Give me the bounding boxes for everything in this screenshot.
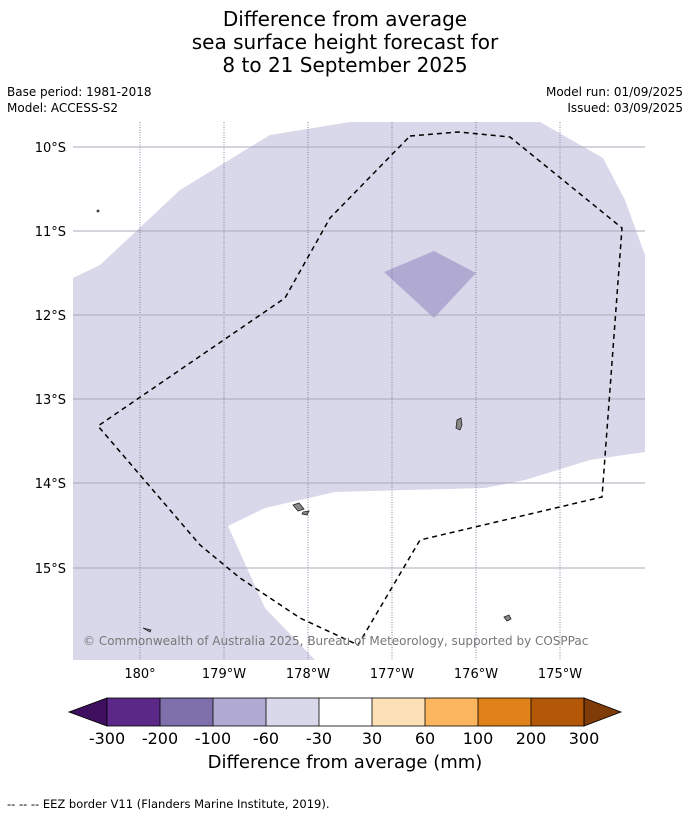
lon-label: 176°W xyxy=(454,667,498,682)
run-info: Model run: 01/09/2025 Issued: 03/09/2025 xyxy=(546,84,683,116)
lat-label: 14°S xyxy=(35,477,66,492)
colorbar-tick-label: -100 xyxy=(195,729,231,748)
issued-text: Issued: 03/09/2025 xyxy=(567,101,683,115)
lat-label: 15°S xyxy=(35,562,66,577)
land-islands xyxy=(96,209,512,633)
lat-label: 12°S xyxy=(35,309,66,324)
model-run-text: Model run: 01/09/2025 xyxy=(545,85,683,99)
anomaly-region-light xyxy=(73,122,645,660)
lat-label: 10°S xyxy=(35,141,66,156)
lon-label: 177°W xyxy=(370,667,414,682)
lat-label: 13°S xyxy=(35,393,66,408)
colorbar-ticks: -300 -200 -100 -60 -30 30 60 100 200 300 xyxy=(89,729,599,748)
colorbar-bin xyxy=(160,698,213,726)
latitude-labels: 10°S 11°S 12°S 13°S 14°S 15°S xyxy=(35,141,66,577)
colorbar-bin xyxy=(478,698,531,726)
colorbar-tick-label: -200 xyxy=(142,729,178,748)
colorbar: -300 -200 -100 -60 -30 30 60 100 200 300 xyxy=(67,697,623,748)
base-period-text: Base period: 1981-2018 xyxy=(7,85,152,99)
island-west-b xyxy=(96,209,100,213)
parallel-gridlines xyxy=(73,146,645,569)
map-panel: © Commonwealth of Australia 2025, Bureau… xyxy=(73,122,645,660)
colorbar-bin xyxy=(107,698,160,726)
anomaly-region-medium xyxy=(384,251,476,318)
eez-footnote: -- -- -- EEZ border V11 (Flanders Marine… xyxy=(7,797,330,811)
lon-label: 179°W xyxy=(202,667,246,682)
lon-label: 178°W xyxy=(286,667,330,682)
colorbar-max-extend xyxy=(583,697,623,727)
colorbar-bin xyxy=(213,698,266,726)
island-west-a xyxy=(142,627,152,633)
lon-label: 175°W xyxy=(538,667,582,682)
lon-label: 180° xyxy=(124,667,155,682)
colorbar-tick-label: 100 xyxy=(463,729,494,748)
eez-border xyxy=(96,131,623,646)
colorbar-title: Difference from average (mm) xyxy=(207,752,483,773)
island-tokelau-a xyxy=(292,502,305,512)
colorbar-bin xyxy=(319,698,372,726)
colorbar-tick-label: 300 xyxy=(569,729,600,748)
model-name-text: Model: ACCESS-S2 xyxy=(7,101,119,115)
colorbar-min-extend xyxy=(67,697,108,727)
colorbar-bin xyxy=(531,698,584,726)
meridian-gridlines xyxy=(139,122,561,660)
colorbar-tick-label: -300 xyxy=(89,729,125,748)
colorbar-tick-label: -60 xyxy=(253,729,279,748)
longitude-labels: 180° 179°W 178°W 177°W 176°W 175°W xyxy=(124,667,582,682)
map-title: Difference from average sea surface heig… xyxy=(0,8,690,77)
colorbar-tick-label: 30 xyxy=(362,729,382,748)
model-info: Base period: 1981-2018 Model: ACCESS-S2 xyxy=(7,84,152,116)
colorbar-tick-label: -30 xyxy=(306,729,332,748)
title-line-1: Difference from average xyxy=(222,7,468,31)
island-rose xyxy=(503,614,512,622)
island-swains xyxy=(455,417,463,431)
map-attribution: © Commonwealth of Australia 2025, Bureau… xyxy=(83,634,588,648)
colorbar-dividers xyxy=(106,697,585,727)
lat-label: 11°S xyxy=(35,225,66,240)
colorbar-tick-label: 60 xyxy=(415,729,435,748)
colorbar-tick-label: 200 xyxy=(516,729,547,748)
colorbar-bin xyxy=(425,698,478,726)
title-line-3: 8 to 21 September 2025 xyxy=(222,53,468,77)
colorbar-bin xyxy=(372,698,425,726)
island-tokelau-b xyxy=(301,510,310,516)
colorbar-bin xyxy=(266,698,319,726)
title-line-2: sea surface height forecast for xyxy=(191,30,499,54)
